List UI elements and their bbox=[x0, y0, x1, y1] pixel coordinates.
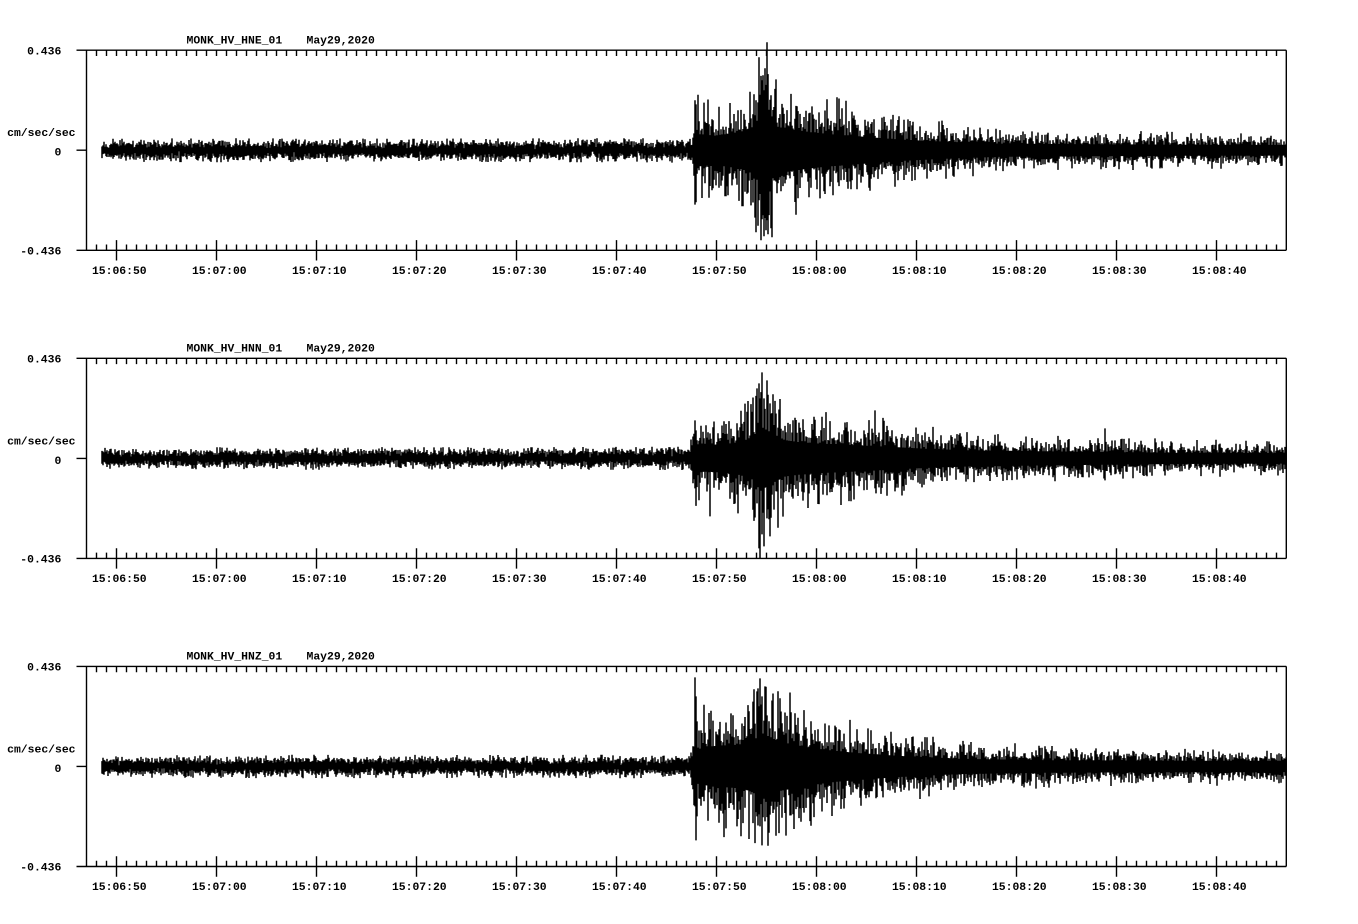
svg-text:-0.436: -0.436 bbox=[20, 863, 61, 875]
svg-text:MONK_HV_HNN_01: MONK_HV_HNN_01 bbox=[187, 344, 283, 356]
svg-text:15:08:20: 15:08:20 bbox=[992, 574, 1047, 586]
svg-text:15:08:30: 15:08:30 bbox=[1092, 574, 1147, 586]
svg-text:15:08:20: 15:08:20 bbox=[992, 266, 1047, 278]
svg-text:0: 0 bbox=[54, 148, 61, 160]
svg-text:15:08:00: 15:08:00 bbox=[792, 266, 847, 278]
svg-text:15:08:00: 15:08:00 bbox=[792, 882, 847, 894]
svg-text:15:07:20: 15:07:20 bbox=[392, 266, 447, 278]
svg-text:cm/sec/sec: cm/sec/sec bbox=[7, 744, 76, 756]
svg-text:0.436: 0.436 bbox=[27, 355, 61, 367]
svg-text:MONK_HV_HNZ_01: MONK_HV_HNZ_01 bbox=[187, 652, 283, 664]
svg-text:-0.436: -0.436 bbox=[20, 247, 61, 259]
svg-text:15:07:50: 15:07:50 bbox=[692, 574, 747, 586]
svg-text:15:08:40: 15:08:40 bbox=[1192, 266, 1247, 278]
svg-text:15:07:20: 15:07:20 bbox=[392, 574, 447, 586]
svg-text:15:07:20: 15:07:20 bbox=[392, 882, 447, 894]
svg-text:15:08:40: 15:08:40 bbox=[1192, 882, 1247, 894]
svg-text:15:07:50: 15:07:50 bbox=[692, 882, 747, 894]
svg-text:15:06:50: 15:06:50 bbox=[92, 574, 147, 586]
svg-text:15:07:10: 15:07:10 bbox=[292, 266, 347, 278]
svg-text:15:08:10: 15:08:10 bbox=[892, 266, 947, 278]
svg-text:0.436: 0.436 bbox=[27, 663, 61, 675]
svg-text:15:08:00: 15:08:00 bbox=[792, 574, 847, 586]
svg-text:15:07:30: 15:07:30 bbox=[492, 882, 547, 894]
svg-text:15:06:50: 15:06:50 bbox=[92, 882, 147, 894]
svg-text:15:08:30: 15:08:30 bbox=[1092, 266, 1147, 278]
svg-text:May29,2020: May29,2020 bbox=[307, 652, 376, 664]
svg-text:MONK_HV_HNE_01: MONK_HV_HNE_01 bbox=[187, 36, 283, 48]
svg-text:cm/sec/sec: cm/sec/sec bbox=[7, 436, 76, 448]
svg-text:15:08:40: 15:08:40 bbox=[1192, 574, 1247, 586]
svg-text:cm/sec/sec: cm/sec/sec bbox=[7, 128, 76, 140]
svg-text:15:07:00: 15:07:00 bbox=[192, 574, 247, 586]
svg-text:15:07:00: 15:07:00 bbox=[192, 882, 247, 894]
svg-text:May29,2020: May29,2020 bbox=[307, 36, 376, 48]
svg-text:15:07:40: 15:07:40 bbox=[592, 266, 647, 278]
svg-text:15:07:10: 15:07:10 bbox=[292, 574, 347, 586]
svg-text:May29,2020: May29,2020 bbox=[307, 344, 376, 356]
svg-text:15:07:00: 15:07:00 bbox=[192, 266, 247, 278]
svg-text:15:07:50: 15:07:50 bbox=[692, 266, 747, 278]
svg-text:15:07:40: 15:07:40 bbox=[592, 574, 647, 586]
svg-text:15:07:10: 15:07:10 bbox=[292, 882, 347, 894]
svg-text:15:07:40: 15:07:40 bbox=[592, 882, 647, 894]
svg-text:0: 0 bbox=[54, 456, 61, 468]
svg-text:15:06:50: 15:06:50 bbox=[92, 266, 147, 278]
svg-text:15:08:20: 15:08:20 bbox=[992, 882, 1047, 894]
svg-text:15:08:30: 15:08:30 bbox=[1092, 882, 1147, 894]
svg-text:-0.436: -0.436 bbox=[20, 555, 61, 567]
svg-text:15:07:30: 15:07:30 bbox=[492, 266, 547, 278]
svg-text:15:08:10: 15:08:10 bbox=[892, 882, 947, 894]
svg-text:15:08:10: 15:08:10 bbox=[892, 574, 947, 586]
svg-text:15:07:30: 15:07:30 bbox=[492, 574, 547, 586]
svg-text:0.436: 0.436 bbox=[27, 46, 61, 58]
svg-text:0: 0 bbox=[54, 764, 61, 776]
